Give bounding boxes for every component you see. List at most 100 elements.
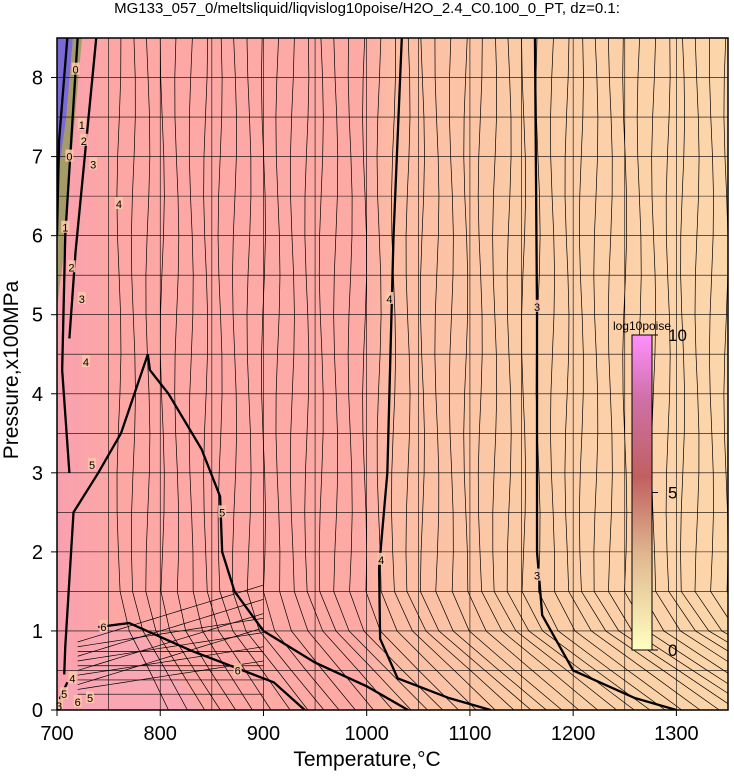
contour-label: 2 bbox=[67, 260, 76, 274]
contour-line-fine bbox=[593, 38, 728, 705]
y-tick-label: 1 bbox=[32, 621, 43, 643]
contour-label: 4 bbox=[68, 671, 77, 685]
svg-text:6: 6 bbox=[75, 697, 81, 709]
contour-line-fine bbox=[651, 38, 728, 663]
contour-label: 3 bbox=[56, 699, 64, 713]
contour-line-fine bbox=[709, 38, 728, 619]
contour-line-fine bbox=[391, 38, 496, 710]
svg-text:5: 5 bbox=[219, 507, 225, 519]
svg-text:1: 1 bbox=[79, 120, 85, 132]
svg-text:2: 2 bbox=[68, 262, 74, 274]
svg-text:6: 6 bbox=[100, 622, 106, 634]
contour-label: 4 bbox=[114, 197, 123, 211]
contour-line-fine bbox=[550, 38, 682, 710]
contour-label: 5 bbox=[86, 691, 95, 705]
y-tick-label: 8 bbox=[32, 68, 43, 90]
svg-text:3: 3 bbox=[90, 159, 96, 171]
svg-text:3: 3 bbox=[79, 294, 85, 306]
y-tick-label: 2 bbox=[32, 542, 43, 564]
contour-line-fine bbox=[318, 38, 412, 710]
colorbar-label: log10poise bbox=[613, 319, 671, 333]
y-tick-label: 3 bbox=[32, 463, 43, 485]
contour-label: 1 bbox=[61, 220, 70, 235]
contour-line-4 bbox=[377, 38, 491, 710]
svg-text:0: 0 bbox=[66, 152, 72, 164]
contour-label: 1 bbox=[77, 117, 86, 132]
contour-label: 4 bbox=[81, 355, 90, 369]
contour-line-fine bbox=[607, 38, 728, 694]
svg-text:4: 4 bbox=[378, 555, 384, 567]
colorbar-tick-label: 0 bbox=[668, 641, 677, 660]
contour-line-4 bbox=[61, 38, 79, 473]
colorbar: log10poise 0 5 10 bbox=[613, 319, 687, 660]
x-tick-label: 900 bbox=[247, 723, 280, 745]
contour-line-fine bbox=[376, 38, 477, 710]
x-tick-label: 1200 bbox=[551, 723, 596, 745]
contour-label: 3 bbox=[533, 568, 542, 583]
contour-label: 5 bbox=[218, 505, 227, 519]
svg-text:4: 4 bbox=[83, 357, 89, 369]
low-left-region bbox=[60, 620, 200, 710]
contour-line-fine bbox=[188, 38, 253, 710]
contour-line-3 bbox=[533, 38, 677, 710]
colorbar-tick-label: 10 bbox=[668, 326, 687, 345]
contour-label: 3 bbox=[89, 157, 98, 171]
contour-line-fine bbox=[347, 38, 443, 710]
x-axis-label: Temperature,°C bbox=[293, 748, 441, 771]
contour-label: 4 bbox=[385, 291, 394, 306]
contour-line-fine bbox=[159, 38, 221, 710]
colorbar-tick-label: 5 bbox=[668, 484, 677, 503]
plot-frame bbox=[56, 37, 729, 711]
y-tick-label: 0 bbox=[32, 700, 43, 722]
contour-line-fine bbox=[304, 38, 393, 710]
contour-line-fine bbox=[174, 38, 236, 710]
contour-line-fine bbox=[232, 38, 309, 710]
contour-line-fine bbox=[362, 38, 459, 710]
x-tick-label: 1300 bbox=[654, 723, 699, 745]
contour-label: 5 bbox=[88, 457, 97, 472]
y-tick-label: 6 bbox=[32, 226, 43, 248]
x-tick-label: 1000 bbox=[344, 723, 389, 745]
svg-text:5: 5 bbox=[89, 460, 95, 472]
contour-line-fine bbox=[521, 38, 651, 710]
contour-label: 6 bbox=[73, 695, 82, 709]
high-viscosity-region bbox=[57, 38, 73, 180]
colorbar-gradient bbox=[631, 334, 653, 651]
x-tick-label: 800 bbox=[144, 723, 177, 745]
contour-line-fine bbox=[246, 38, 325, 710]
svg-text:5: 5 bbox=[61, 689, 67, 701]
svg-text:3: 3 bbox=[534, 571, 540, 583]
contour-line-fine bbox=[579, 38, 720, 710]
y-tick-label: 7 bbox=[32, 147, 43, 169]
contour-line-6 bbox=[98, 621, 306, 710]
contour-line-3 bbox=[68, 38, 98, 339]
svg-text:0: 0 bbox=[73, 65, 79, 77]
contour-label: 0 bbox=[65, 149, 74, 164]
svg-text:3: 3 bbox=[56, 701, 62, 713]
contour-line-fine bbox=[506, 38, 635, 710]
contour-label: 2 bbox=[79, 133, 88, 148]
contour-label: 6 bbox=[233, 663, 242, 677]
contour-line-fine bbox=[275, 38, 356, 710]
contour-line-fine bbox=[434, 38, 547, 710]
contour-label: 0 bbox=[71, 62, 80, 77]
contour-line-fine bbox=[680, 38, 728, 643]
contour-line-fine bbox=[405, 38, 515, 710]
contour-line-fine bbox=[131, 38, 188, 710]
contour-line-fine bbox=[203, 38, 272, 710]
x-tick-label: 1100 bbox=[448, 723, 491, 745]
contour-line-fine bbox=[564, 38, 701, 710]
contour-label: 3 bbox=[533, 299, 542, 314]
svg-text:5: 5 bbox=[87, 693, 93, 705]
contour-line-fine bbox=[333, 38, 428, 710]
svg-text:3: 3 bbox=[534, 302, 540, 314]
contour-line-fine bbox=[492, 38, 617, 710]
contour-line-5 bbox=[63, 353, 409, 710]
plot-background bbox=[57, 38, 728, 710]
contour-line-fine bbox=[694, 38, 728, 635]
contour-line-fine bbox=[477, 38, 598, 710]
y-tick-label: 5 bbox=[32, 305, 43, 327]
x-tick-label: 700 bbox=[40, 723, 73, 745]
contour-line-fine bbox=[420, 38, 532, 710]
contour-line-fine bbox=[448, 38, 563, 710]
